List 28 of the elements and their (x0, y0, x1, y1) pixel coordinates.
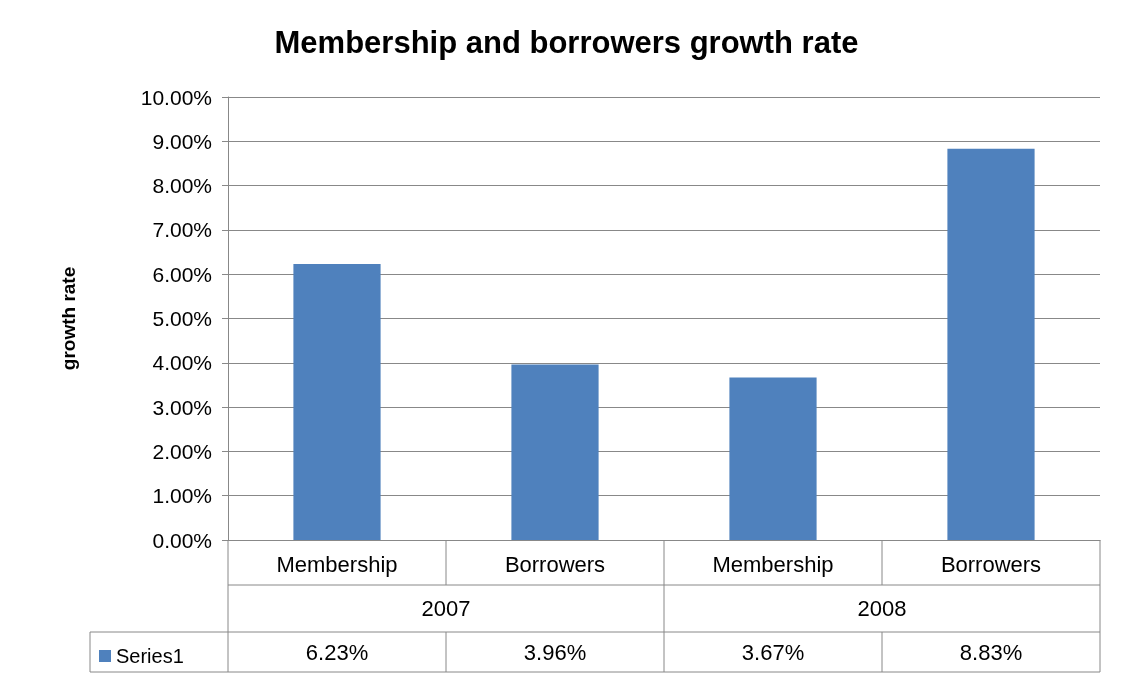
data-label: 6.23% (305, 639, 369, 665)
bar (511, 364, 599, 540)
bar (293, 264, 381, 540)
y-tick-label: 0.00% (152, 528, 212, 552)
y-tick-label: 7.00% (152, 218, 212, 242)
x-tick-label: Borrowers (504, 551, 606, 577)
y-tick-label: 8.00% (152, 174, 212, 198)
x-tick-label: Borrowers (940, 551, 1042, 577)
bar (729, 377, 817, 540)
y-tick-label: 1.00% (152, 484, 212, 508)
y-axis-title: growth rate (58, 266, 79, 371)
chart-title: Membership and borrowers growth rate (274, 25, 859, 60)
data-label: 3.67% (741, 639, 805, 665)
y-tick-label: 6.00% (152, 262, 212, 286)
y-tick-label: 5.00% (152, 307, 212, 330)
text: 2007 (421, 596, 471, 621)
bar (947, 148, 1035, 540)
y-tick-label: 2.00% (152, 439, 212, 463)
x-tick-label: Membership (712, 551, 834, 577)
y-tick-label: 4.00% (152, 351, 212, 375)
x-tick-label: Membership (276, 551, 398, 577)
data-label: 3.96% (523, 639, 587, 665)
y-tick-label: 9.00% (152, 129, 212, 153)
y-tick-label: 10.00% (140, 85, 212, 109)
data-label: 8.83% (959, 639, 1023, 665)
y-tick-label: 3.00% (152, 395, 212, 419)
text: 2008 (857, 596, 907, 621)
legend-label: Series1 (116, 645, 184, 667)
